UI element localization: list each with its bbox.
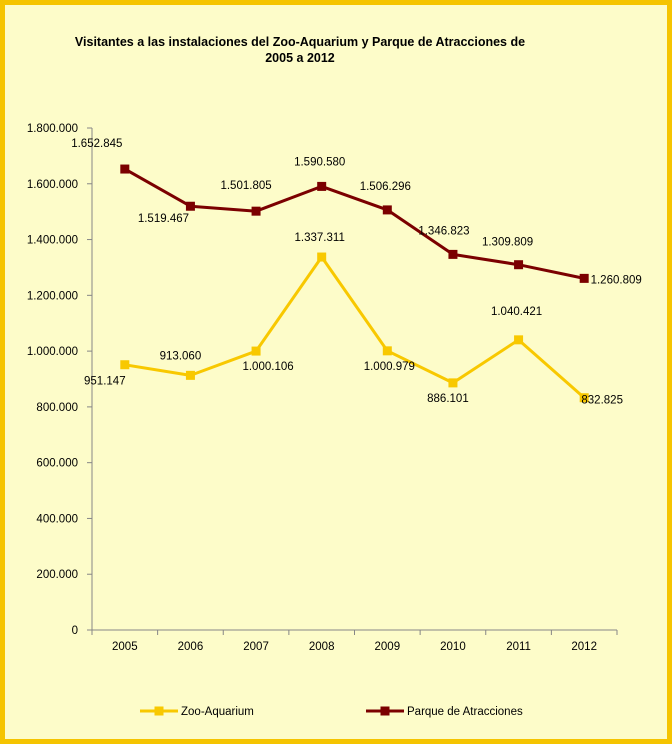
- data-label: 1.501.805: [220, 180, 271, 192]
- legend-label: Parque de Atracciones: [407, 706, 523, 718]
- data-label: 1.519.467: [138, 213, 189, 225]
- chart-title: Visitantes a las instalaciones del Zoo-A…: [74, 35, 526, 65]
- data-point: [579, 273, 589, 283]
- data-point: [251, 206, 261, 216]
- x-tick-label: 2007: [243, 641, 269, 653]
- data-label: 1.506.296: [360, 181, 411, 193]
- data-label: 886.101: [427, 393, 469, 405]
- data-label: 1.346.823: [418, 225, 469, 237]
- x-tick-label: 2006: [178, 641, 204, 653]
- data-label: 1.590.580: [294, 156, 345, 168]
- x-tick-label: 2011: [506, 641, 531, 653]
- y-tick-label: 1.400.000: [27, 235, 78, 247]
- y-tick-label: 1.000.000: [27, 346, 78, 358]
- x-tick-label: 2008: [309, 641, 335, 653]
- data-label: 951.147: [84, 376, 126, 388]
- data-point: [185, 201, 195, 211]
- data-label: 1.000.106: [242, 361, 293, 373]
- data-point: [514, 335, 524, 345]
- data-label: 832.825: [581, 395, 623, 407]
- data-label: 1.000.979: [364, 361, 415, 373]
- legend-marker: [380, 706, 390, 716]
- data-point: [317, 181, 327, 191]
- data-point: [317, 252, 327, 262]
- data-label: 1.260.809: [591, 274, 642, 286]
- y-tick-label: 400.000: [36, 513, 78, 525]
- x-tick-label: 2005: [112, 641, 138, 653]
- data-point: [382, 205, 392, 215]
- data-point: [120, 164, 130, 174]
- x-tick-label: 2012: [571, 641, 597, 653]
- y-tick-label: 600.000: [36, 458, 78, 470]
- x-tick-label: 2010: [440, 641, 466, 653]
- data-label: 1.040.421: [491, 306, 542, 318]
- data-label: 1.337.311: [295, 232, 345, 244]
- data-point: [185, 370, 195, 380]
- data-point: [251, 346, 261, 356]
- data-point: [579, 393, 589, 403]
- data-point: [120, 360, 130, 370]
- y-tick-label: 1.800.000: [27, 123, 78, 135]
- data-label: 1.652.845: [71, 138, 122, 150]
- legend-marker: [154, 706, 164, 716]
- series-line: [124, 167, 585, 280]
- data-point: [382, 346, 392, 356]
- data-point: [448, 249, 458, 259]
- y-tick-label: 1.600.000: [27, 179, 78, 191]
- data-point: [448, 378, 458, 388]
- y-tick-label: 200.000: [36, 569, 78, 581]
- x-tick-label: 2009: [375, 641, 401, 653]
- legend-label: Zoo-Aquarium: [181, 706, 254, 718]
- y-tick-label: 0: [72, 625, 78, 637]
- data-label: 1.309.809: [482, 237, 533, 249]
- series-line: [124, 255, 586, 399]
- data-point: [514, 260, 524, 270]
- y-tick-label: 800.000: [36, 402, 78, 414]
- data-label: 913.060: [160, 350, 202, 362]
- y-tick-label: 1.200.000: [27, 290, 78, 302]
